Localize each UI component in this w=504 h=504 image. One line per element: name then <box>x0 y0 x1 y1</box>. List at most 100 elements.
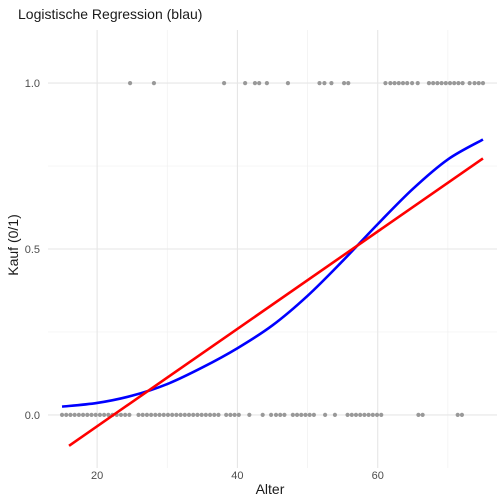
data-point <box>59 412 65 418</box>
data-point <box>392 80 397 86</box>
data-point <box>439 80 444 86</box>
data-point <box>97 412 103 418</box>
data-point <box>64 412 69 418</box>
data-point <box>127 80 133 86</box>
data-point <box>72 412 77 418</box>
data-point <box>195 412 200 418</box>
data-point <box>379 412 384 418</box>
data-point <box>341 80 347 86</box>
data-point <box>282 412 287 418</box>
data-point <box>260 412 265 418</box>
data-point <box>80 412 86 418</box>
data-point <box>311 412 316 418</box>
data-point <box>317 80 322 86</box>
data-point <box>366 412 371 418</box>
data-point <box>383 80 388 86</box>
data-point <box>322 80 327 86</box>
logistic-regression-line <box>61 138 484 408</box>
data-point <box>93 412 98 418</box>
data-point <box>268 412 274 418</box>
data-point <box>426 80 432 86</box>
data-point <box>290 412 295 418</box>
data-point <box>447 80 453 86</box>
data-point <box>89 412 94 418</box>
data-point <box>127 412 132 418</box>
data-point <box>257 80 262 86</box>
y-axis-title: Kauf (0/1) <box>5 214 21 275</box>
data-point <box>480 80 486 86</box>
data-point <box>85 412 90 418</box>
data-point <box>136 412 141 418</box>
data-point <box>396 80 401 86</box>
data-point <box>243 80 248 86</box>
data-point <box>388 80 393 86</box>
tick-labels: 20 40 60 0.0 0.5 1.0 <box>25 78 384 482</box>
data-point <box>405 80 410 86</box>
data-points <box>59 80 486 418</box>
data-point <box>472 80 477 86</box>
data-point <box>415 80 420 86</box>
data-point <box>362 412 367 418</box>
data-point <box>165 412 171 418</box>
data-point <box>228 412 233 418</box>
data-point <box>456 80 461 86</box>
data-point <box>443 80 448 86</box>
data-point <box>264 80 269 86</box>
data-point <box>216 412 221 418</box>
y-tick-label: 0.5 <box>25 244 40 256</box>
data-point <box>118 412 124 418</box>
data-point <box>153 412 158 418</box>
data-point <box>400 80 406 86</box>
x-axis-title: Alter <box>256 481 285 497</box>
grid <box>48 30 497 468</box>
data-point <box>207 412 213 418</box>
data-point <box>307 412 312 418</box>
data-point <box>323 412 328 418</box>
data-point <box>294 412 300 418</box>
data-point <box>332 412 338 418</box>
series-lines <box>61 138 484 447</box>
data-point <box>329 80 334 86</box>
data-point <box>452 80 457 86</box>
y-tick-label: 0.0 <box>25 410 40 422</box>
data-point <box>191 412 196 418</box>
data-point <box>467 80 472 86</box>
data-point <box>123 412 128 418</box>
x-tick-label: 40 <box>231 470 243 482</box>
data-point <box>431 80 436 86</box>
x-tick-label: 20 <box>91 470 103 482</box>
data-point <box>221 80 227 86</box>
data-point <box>149 412 154 418</box>
data-point <box>346 80 351 86</box>
data-point <box>186 412 192 418</box>
data-point <box>345 412 350 418</box>
data-point <box>455 412 460 418</box>
data-point <box>212 412 217 418</box>
data-point <box>140 412 145 418</box>
chart-title: Logistische Regression (blau) <box>18 6 202 22</box>
data-point <box>460 80 465 86</box>
data-point <box>435 80 440 86</box>
data-point <box>358 412 363 418</box>
data-point <box>370 412 375 418</box>
data-point <box>303 412 308 418</box>
data-point <box>247 412 252 418</box>
data-point <box>170 412 175 418</box>
data-point <box>102 412 107 418</box>
data-point <box>151 80 157 86</box>
data-point <box>420 412 425 418</box>
data-point <box>476 80 481 86</box>
data-point <box>273 412 279 418</box>
data-point <box>278 412 283 418</box>
data-point <box>236 412 241 418</box>
data-point <box>459 412 465 418</box>
linear-regression-line <box>68 157 484 447</box>
data-point <box>182 412 187 418</box>
data-point <box>144 412 150 418</box>
data-point <box>174 412 179 418</box>
data-point <box>374 412 380 418</box>
x-tick-label: 60 <box>372 470 384 482</box>
data-point <box>106 412 111 418</box>
data-point <box>76 412 81 418</box>
